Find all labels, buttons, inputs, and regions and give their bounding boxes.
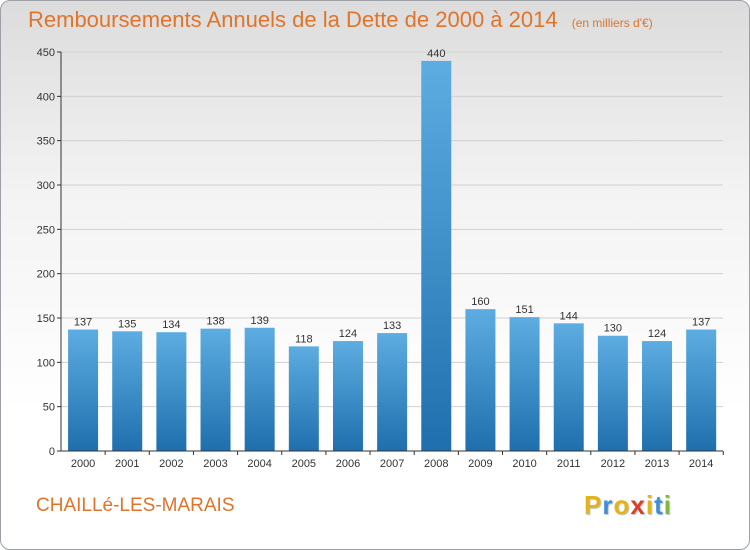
bar-2009[interactable] xyxy=(465,309,496,451)
y-tick-label: 200 xyxy=(37,269,55,281)
bars: 137 135 134 138 139 118 124 133 440 160 151 144 130 1… xyxy=(68,48,717,451)
data-label: 134 xyxy=(162,319,180,331)
data-label: 137 xyxy=(692,317,710,329)
x-tick-label: 2007 xyxy=(380,458,404,470)
x-tick-label: 2003 xyxy=(203,458,227,470)
y-tick-label: 150 xyxy=(37,313,55,325)
x-tick-label: 2014 xyxy=(689,458,713,470)
chart-title-text: Remboursements Annuels de la Dette de 20… xyxy=(28,7,558,32)
data-label: 118 xyxy=(295,333,313,345)
logo-letter: i xyxy=(663,490,672,520)
logo-letter: x xyxy=(630,490,646,520)
x-tick-label: 2000 xyxy=(71,458,95,470)
y-tick-label: 300 xyxy=(37,180,55,192)
bar-2006[interactable] xyxy=(332,341,363,451)
bar-2013[interactable] xyxy=(642,341,673,451)
commune-name: CHAILLé-LES-MARAIS xyxy=(36,495,235,516)
bar-2014[interactable] xyxy=(686,329,717,451)
logo-letter: P xyxy=(584,490,603,520)
data-label: 133 xyxy=(383,320,401,332)
x-tick-label: 2006 xyxy=(336,458,360,470)
chart-title: Remboursements Annuels de la Dette de 20… xyxy=(28,7,653,33)
y-tick-label: 450 xyxy=(37,47,55,59)
y-tick-label: 350 xyxy=(37,136,55,148)
y-tick-label: 50 xyxy=(43,402,55,414)
x-tick-label: 2011 xyxy=(557,458,581,470)
data-label: 138 xyxy=(206,316,224,328)
axes: 0 50 100 150 200 250 300 350 400 450 2000 2001 2002 2… xyxy=(37,47,724,470)
x-tick-label: 2005 xyxy=(292,458,316,470)
logo-letter: t xyxy=(654,490,664,520)
y-tick-label: 0 xyxy=(49,446,55,458)
proxiti-logo[interactable]: Proxiti xyxy=(584,490,672,521)
bar-2012[interactable] xyxy=(597,335,628,451)
x-tick-label: 2001 xyxy=(115,458,139,470)
x-tick-label: 2010 xyxy=(512,458,536,470)
data-label: 124 xyxy=(339,328,357,340)
data-label: 160 xyxy=(471,296,489,308)
data-label: 124 xyxy=(648,328,666,340)
data-label: 130 xyxy=(604,323,622,335)
bar-2008[interactable] xyxy=(421,60,452,451)
y-tick-label: 100 xyxy=(37,357,55,369)
bar-2011[interactable] xyxy=(553,323,584,451)
x-tick-label: 2009 xyxy=(468,458,492,470)
bar-2010[interactable] xyxy=(509,317,540,451)
bar-2007[interactable] xyxy=(377,333,408,451)
logo-letter: r xyxy=(602,490,614,520)
y-tick-label: 250 xyxy=(37,224,55,236)
logo-letter: o xyxy=(613,490,631,520)
x-tick-label: 2004 xyxy=(247,458,271,470)
chart-unit: (en milliers d'€) xyxy=(571,16,653,30)
data-label: 151 xyxy=(515,304,533,316)
data-label: 440 xyxy=(427,48,445,60)
x-tick-label: 2012 xyxy=(601,458,625,470)
bar-2000[interactable] xyxy=(68,329,99,451)
bar-2002[interactable] xyxy=(156,332,187,451)
x-tick-label: 2008 xyxy=(424,458,448,470)
bar-2003[interactable] xyxy=(200,328,231,451)
logo-letter: i xyxy=(645,490,655,520)
bar-2004[interactable] xyxy=(244,327,275,451)
data-label: 137 xyxy=(74,317,92,329)
data-label: 139 xyxy=(250,315,268,327)
data-label: 135 xyxy=(118,318,136,330)
x-tick-label: 2002 xyxy=(159,458,183,470)
y-tick-label: 400 xyxy=(37,91,55,103)
bar-2005[interactable] xyxy=(288,346,319,451)
x-tick-label: 2013 xyxy=(645,458,669,470)
data-label: 144 xyxy=(560,310,578,322)
bar-2001[interactable] xyxy=(112,331,143,451)
